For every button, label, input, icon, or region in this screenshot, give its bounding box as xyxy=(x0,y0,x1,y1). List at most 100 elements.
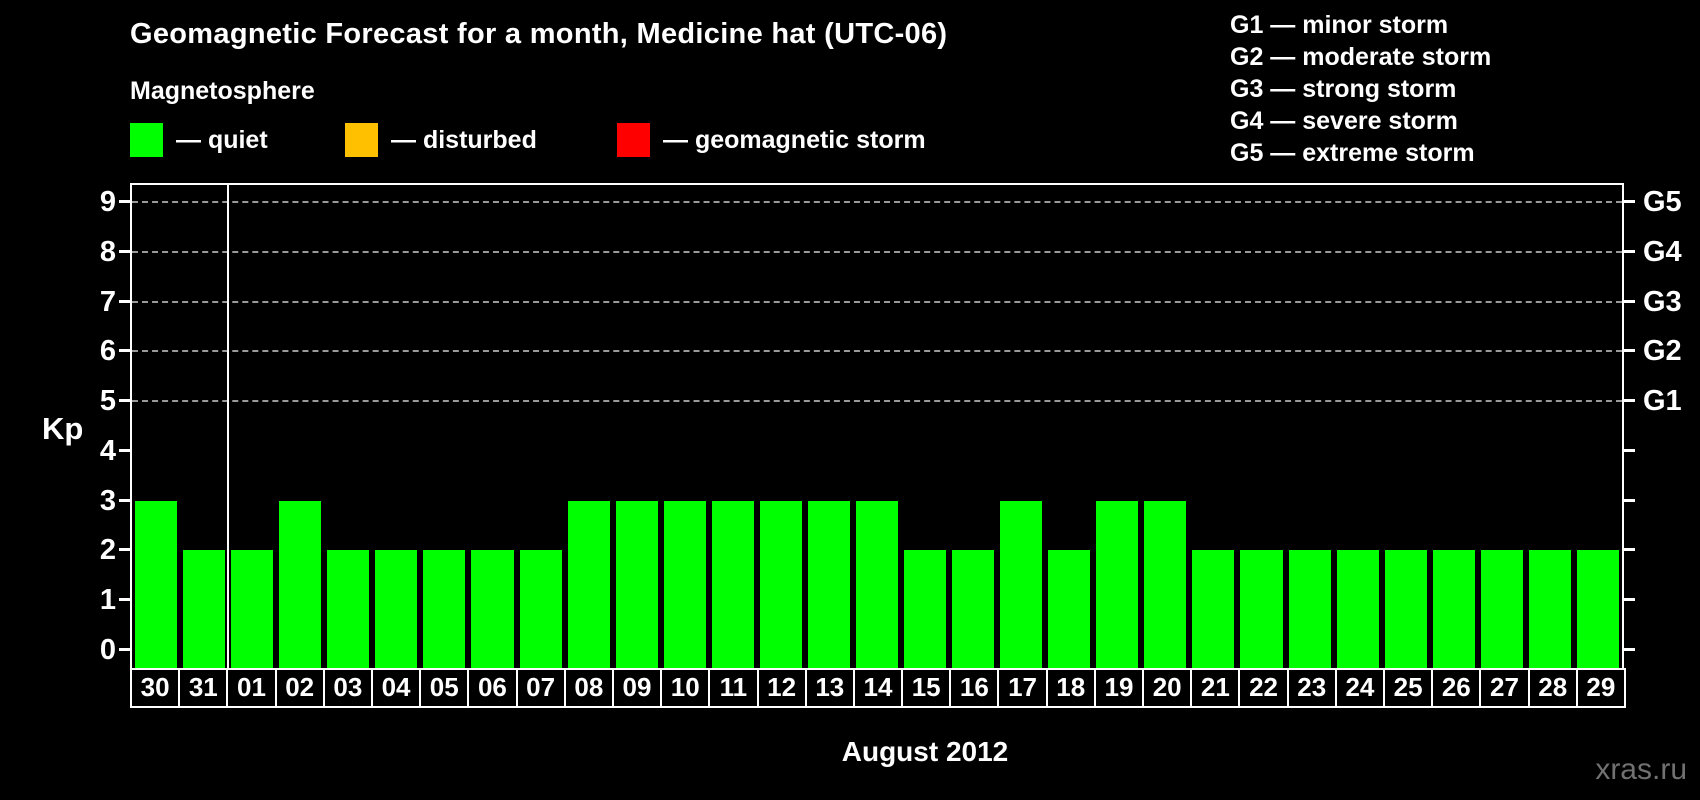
x-axis-date-cell: 26 xyxy=(1431,668,1482,708)
y-axis-tick-left xyxy=(119,299,132,303)
y-axis-tick-left xyxy=(119,349,132,353)
kp-gridline xyxy=(132,300,1622,303)
y-axis-tick-right xyxy=(1622,349,1635,353)
kp-bar xyxy=(279,500,322,668)
legend-item: — disturbed xyxy=(345,123,537,157)
legend-item-label: — quiet xyxy=(176,126,268,154)
x-axis-date-cell: 29 xyxy=(1575,668,1626,708)
kp-bar xyxy=(663,500,706,668)
y-axis-tick-right xyxy=(1622,299,1635,303)
x-axis-date-cell: 24 xyxy=(1334,668,1386,708)
x-axis-date-cell: 12 xyxy=(756,668,807,708)
y-axis-tick-label: 3 xyxy=(99,484,116,517)
y-axis-tick-left xyxy=(119,199,132,203)
y-axis-tick-label: 6 xyxy=(99,335,116,368)
storm-scale-legend: G1 — minor storm G2 — moderate storm G3 — … xyxy=(1230,9,1491,169)
watermark: xras.ru xyxy=(1595,753,1687,786)
y-axis-tick-left xyxy=(119,598,132,602)
x-axis-date-cell: 13 xyxy=(804,668,855,708)
legend-item-label: — disturbed xyxy=(391,126,537,154)
kp-bar xyxy=(1576,550,1619,668)
y-axis-tick-label: 0 xyxy=(99,634,116,666)
x-axis-title: August 2012 xyxy=(841,736,1009,767)
x-axis-date-cell: 09 xyxy=(611,668,663,708)
y-axis-tick-right xyxy=(1622,448,1635,452)
kp-bar xyxy=(855,500,899,668)
x-axis-date-cell: 05 xyxy=(419,668,470,708)
x-axis-date-cell: 18 xyxy=(1045,668,1096,708)
x-axis-date-cell: 16 xyxy=(949,668,1000,708)
right-axis-g-label: G2 xyxy=(1643,335,1682,368)
legend-item-label: — geomagnetic storm xyxy=(663,126,926,154)
x-axis-date-cell: 03 xyxy=(322,668,373,708)
y-axis-tick-label: 1 xyxy=(99,584,116,617)
x-axis-date-cell: 06 xyxy=(467,668,518,708)
x-axis-date-cell: 23 xyxy=(1286,668,1337,708)
kp-gridline xyxy=(132,250,1622,253)
y-axis-tick-right xyxy=(1622,598,1635,602)
kp-bar xyxy=(1480,550,1523,668)
x-axis-date-cell: 01 xyxy=(226,668,277,708)
month-separator-line xyxy=(227,185,230,668)
storm-scale-entry: G5 — extreme storm xyxy=(1230,139,1475,167)
storm-scale-entry: G2 — moderate storm xyxy=(1230,43,1492,71)
kp-bar xyxy=(135,500,178,668)
right-axis-g-label: G3 xyxy=(1643,285,1682,318)
kp-bar xyxy=(1144,500,1187,668)
kp-bar xyxy=(1096,500,1139,668)
y-axis-tick-label: 7 xyxy=(99,285,116,318)
y-axis-tick-right xyxy=(1622,399,1635,403)
kp-gridline xyxy=(132,350,1622,353)
kp-bar xyxy=(1240,550,1283,668)
storm-scale-entry: G1 — minor storm xyxy=(1230,11,1449,39)
kp-gridline xyxy=(132,400,1622,403)
kp-bar xyxy=(952,550,995,668)
y-axis-tick-label: 5 xyxy=(99,385,116,418)
y-axis-tick-right xyxy=(1622,648,1635,651)
x-axis-date-cell: 04 xyxy=(370,668,422,708)
kp-bar xyxy=(183,550,226,668)
x-axis-date-cell: 08 xyxy=(563,668,614,708)
y-axis-tick-right xyxy=(1622,199,1635,203)
kp-bar xyxy=(759,500,802,668)
legend-color-swatch xyxy=(345,123,378,157)
kp-bar xyxy=(1336,550,1379,668)
legend-color-swatch xyxy=(130,123,163,157)
x-axis-date-cell: 31 xyxy=(178,668,229,708)
x-axis-date-cell: 20 xyxy=(1142,668,1193,708)
x-axis-date-cell: 21 xyxy=(1190,668,1241,708)
x-axis-date-cell: 27 xyxy=(1479,668,1530,708)
kp-bar xyxy=(615,500,658,668)
kp-gridline xyxy=(132,200,1622,203)
x-axis-date-cell: 28 xyxy=(1527,668,1578,708)
kp-bar xyxy=(1432,550,1475,668)
kp-bar xyxy=(1288,550,1331,668)
x-axis-date-cell: 19 xyxy=(1093,668,1145,708)
y-axis-tick-left xyxy=(119,448,132,452)
x-axis-date-cell: 17 xyxy=(997,668,1048,708)
x-axis-date-cell: 15 xyxy=(901,668,952,708)
y-axis-tick-left xyxy=(119,249,132,253)
x-axis-date-cell: 10 xyxy=(660,668,711,708)
right-axis-g-label: G1 xyxy=(1643,385,1682,418)
magnetosphere-legend: — quiet — disturbed — geomagnetic storm xyxy=(0,123,1700,157)
plot-area xyxy=(130,183,1624,670)
kp-bar xyxy=(423,550,466,668)
y-axis-tick-left xyxy=(119,399,132,403)
storm-scale-entry: G3 — strong storm xyxy=(1230,75,1457,103)
kp-bar xyxy=(519,550,562,668)
kp-bar xyxy=(1048,550,1091,668)
y-axis-title: Kp xyxy=(42,411,84,446)
legend-item: — quiet xyxy=(130,123,268,157)
storm-scale-entry: G4 — severe storm xyxy=(1230,107,1458,135)
x-axis-date-cell: 07 xyxy=(515,668,566,708)
y-axis-tick-left xyxy=(119,498,132,502)
x-axis-date-cell: 25 xyxy=(1383,668,1434,708)
y-axis-tick-label: 4 xyxy=(99,434,116,467)
x-axis-date-cell: 22 xyxy=(1238,668,1289,708)
y-axis-tick-left xyxy=(119,548,132,552)
kp-bar xyxy=(1192,550,1235,668)
kp-bar xyxy=(1528,550,1571,668)
kp-bar xyxy=(807,500,850,668)
y-axis-tick-right xyxy=(1622,249,1635,253)
